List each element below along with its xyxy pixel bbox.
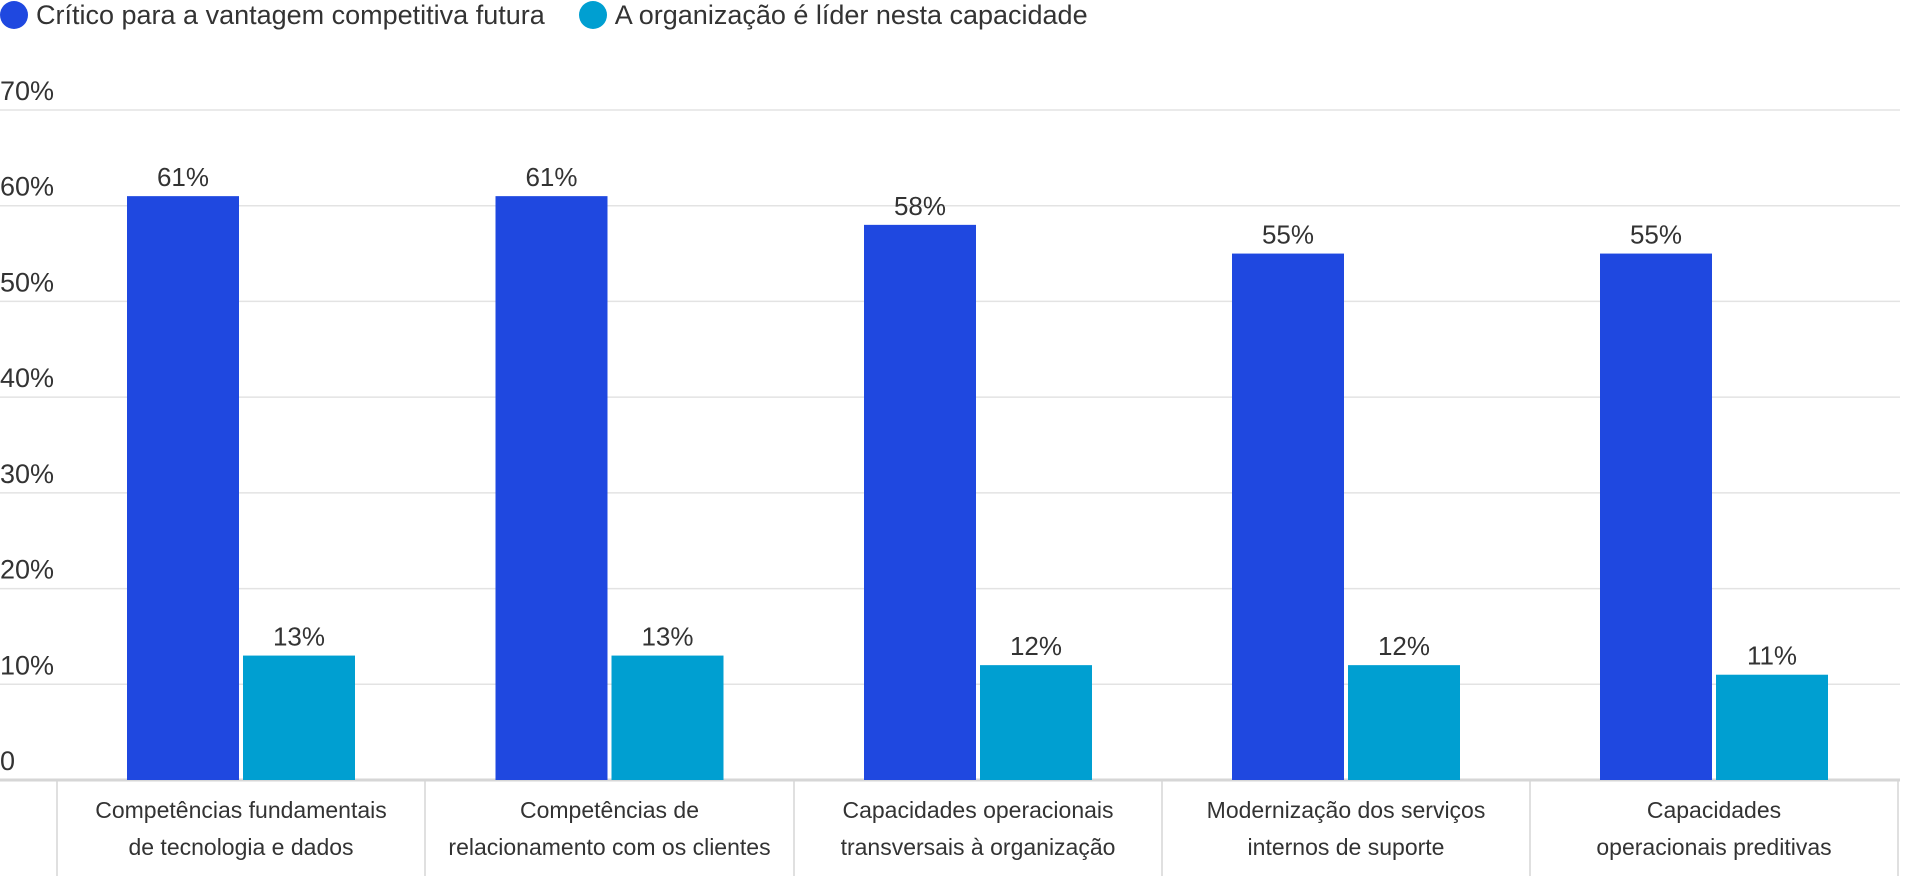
x-tick-label-cat-2-line-1: Competências de bbox=[520, 797, 699, 823]
x-tick-label-cat-1-line-1: Competências fundamentais bbox=[95, 797, 387, 823]
y-tick-label-70: 70% bbox=[0, 76, 54, 106]
bar-series-1-cat-1[interactable] bbox=[127, 196, 239, 781]
data-label-series-2-cat-1: 13% bbox=[273, 622, 325, 652]
bar-series-2-cat-1[interactable] bbox=[243, 655, 355, 780]
x-tick-label-cat-4-line-1: Modernização dos serviços bbox=[1207, 797, 1486, 823]
y-tick-label-10: 10% bbox=[0, 650, 54, 680]
bar-series-1-cat-5[interactable] bbox=[1600, 253, 1712, 781]
bar-series-2-cat-4[interactable] bbox=[1348, 665, 1460, 780]
x-tick-label-cat-5-line-1: Capacidades bbox=[1647, 797, 1781, 823]
data-label-series-1-cat-5: 55% bbox=[1630, 220, 1682, 250]
legend-label-series-2: A organização é líder nesta capacidade bbox=[614, 0, 1088, 30]
y-tick-label-20: 20% bbox=[0, 555, 54, 585]
bar-series-2-cat-3[interactable] bbox=[980, 665, 1092, 780]
bar-series-1-cat-4[interactable] bbox=[1232, 253, 1344, 781]
x-tick-label-cat-2-line-2: relacionamento com os clientes bbox=[448, 834, 770, 860]
legend-item-series-1[interactable]: Crítico para a vantagem competitiva futu… bbox=[0, 0, 545, 31]
data-label-series-2-cat-2: 13% bbox=[641, 622, 693, 652]
x-tick-label-cat-4-line-2: internos de suporte bbox=[1248, 834, 1445, 860]
chart-legend: Crítico para a vantagem competitiva futu… bbox=[0, 0, 1088, 30]
legend-label-series-1: Crítico para a vantagem competitiva futu… bbox=[36, 0, 545, 30]
x-tick-label-cat-3-line-2: transversais à organização bbox=[841, 834, 1116, 860]
x-tick-label-cat-5-line-2: operacionais preditivas bbox=[1596, 834, 1831, 860]
bar-series-2-cat-2[interactable] bbox=[611, 655, 724, 780]
data-label-series-1-cat-4: 55% bbox=[1262, 220, 1314, 250]
y-tick-label-30: 30% bbox=[0, 459, 54, 489]
data-label-series-1-cat-2: 61% bbox=[525, 162, 577, 192]
bar-series-1-cat-3[interactable] bbox=[864, 224, 976, 780]
data-label-series-1-cat-1: 61% bbox=[157, 162, 209, 192]
data-label-series-2-cat-5: 11% bbox=[1747, 641, 1797, 671]
legend-item-series-2[interactable]: A organização é líder nesta capacidade bbox=[578, 0, 1088, 31]
data-label-series-2-cat-4: 12% bbox=[1378, 631, 1430, 661]
y-tick-label-50: 50% bbox=[0, 267, 54, 297]
y-tick-label-60: 60% bbox=[0, 172, 54, 202]
x-tick-label-cat-1-line-2: de tecnologia e dados bbox=[128, 834, 353, 860]
data-label-series-2-cat-3: 12% bbox=[1010, 631, 1062, 661]
bar-series-1-cat-2[interactable] bbox=[495, 196, 608, 781]
bar-series-2-cat-5[interactable] bbox=[1716, 674, 1828, 780]
y-tick-label-40: 40% bbox=[0, 363, 54, 393]
legend-swatch-series-2 bbox=[578, 1, 607, 29]
x-tick-label-cat-3-line-1: Capacidades operacionais bbox=[842, 797, 1113, 823]
y-tick-label-0: 0 bbox=[0, 746, 15, 776]
legend-swatch-series-1 bbox=[0, 1, 28, 29]
data-label-series-1-cat-3: 58% bbox=[894, 191, 946, 221]
